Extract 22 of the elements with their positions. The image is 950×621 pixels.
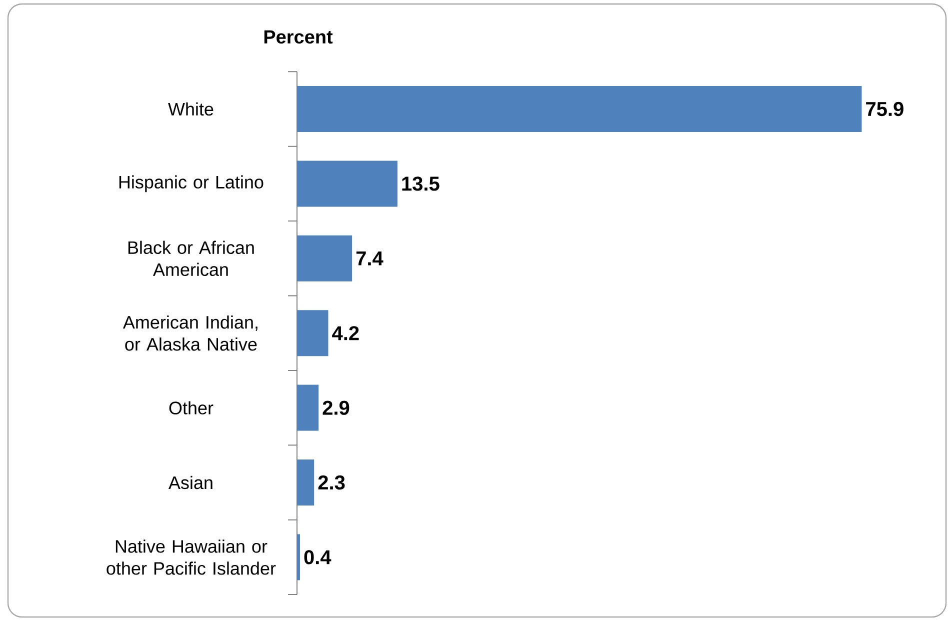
bar: [297, 86, 862, 132]
bar: [297, 235, 352, 282]
y-tick-label: White: [168, 102, 214, 116]
data-label: 4.2: [332, 326, 359, 340]
data-label: 13.5: [402, 176, 440, 191]
y-tick-label: Black or African American: [128, 240, 254, 276]
y-tick-label: Hispanic or Latino: [119, 175, 264, 192]
data-label: 75.9: [866, 102, 904, 116]
y-tick-label: American Indian, or Alaska Native: [122, 315, 258, 351]
chart-title: Percent: [264, 30, 333, 44]
y-tick-label: Native Hawaiian or other Pacific Islander: [106, 540, 276, 575]
y-tick-label: Asian: [168, 476, 212, 490]
data-label: 2.3: [318, 475, 345, 490]
bar: [297, 160, 398, 207]
data-label: 2.9: [322, 400, 350, 415]
bar: [297, 310, 328, 356]
data-label: 7.4: [356, 252, 384, 266]
bar: [297, 384, 319, 431]
data-label: 0.4: [304, 550, 332, 564]
bar: [297, 534, 300, 580]
y-tick-label: Other: [169, 401, 214, 414]
bar: [297, 460, 314, 506]
